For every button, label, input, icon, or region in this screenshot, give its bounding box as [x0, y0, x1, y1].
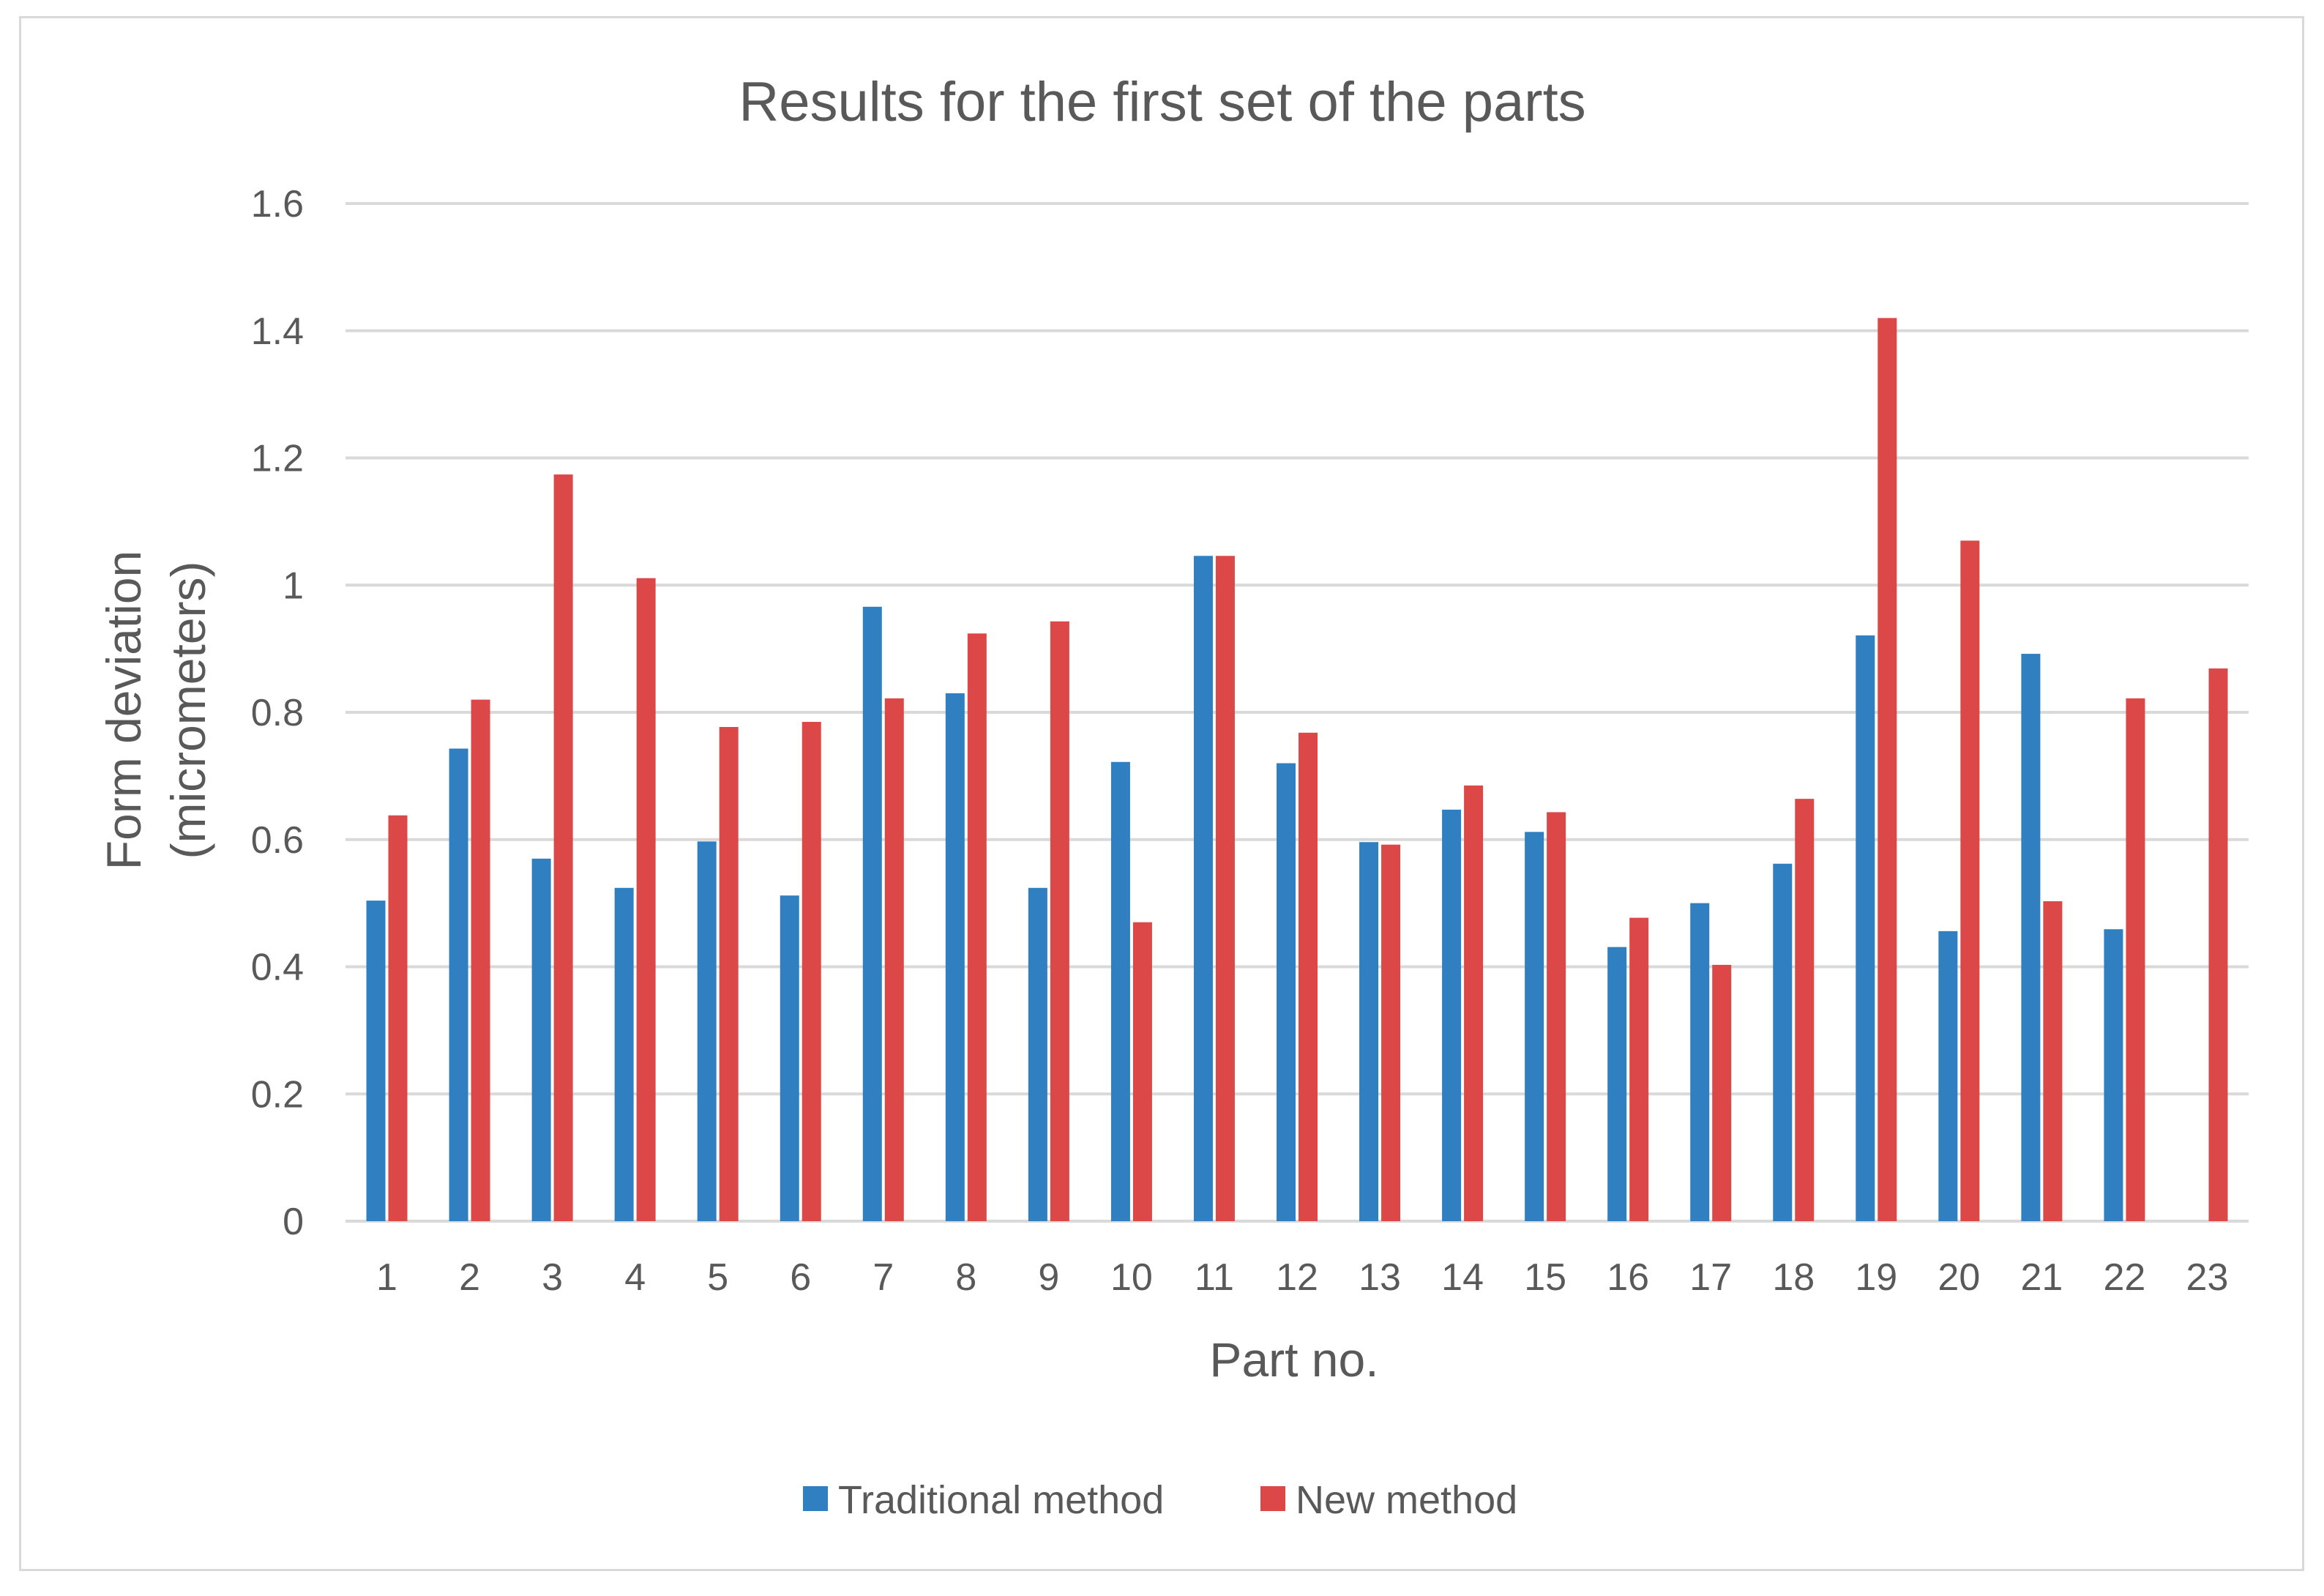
y-tick-label: 1.6: [251, 183, 304, 225]
bar-new-part-21: [2043, 901, 2063, 1221]
x-axis-label: Part no.: [1209, 1332, 1378, 1387]
y-tick-label: 0: [283, 1201, 304, 1243]
chart-title: Results for the first set of the parts: [739, 71, 1585, 133]
legend: Traditional method New method: [803, 1478, 1517, 1522]
bar-traditional-part-11: [1193, 556, 1213, 1221]
bar-new-part-12: [1299, 732, 1318, 1221]
bar-new-part-15: [1547, 812, 1566, 1221]
bar-new-part-5: [719, 726, 739, 1221]
legend-swatch-new-method: [1260, 1486, 1285, 1511]
x-tick-label: 14: [1441, 1256, 1484, 1299]
x-tick-label: 5: [707, 1256, 728, 1299]
bar-traditional-part-14: [1442, 809, 1462, 1221]
x-tick-label: 12: [1276, 1256, 1318, 1299]
x-tick-label: 4: [624, 1256, 646, 1299]
bar-traditional-part-8: [945, 693, 965, 1221]
bar-traditional-part-21: [2021, 654, 2041, 1221]
bar-new-part-17: [1712, 964, 1732, 1221]
x-axis-ticks: 1 2 3 4 5 6 7 8 9 10 11 12 13 14 15 16 17 18 19 20 21 22 23: [376, 1256, 2228, 1299]
bar-new-part-14: [1464, 785, 1484, 1221]
x-tick-label: 9: [1038, 1256, 1059, 1299]
y-axis-ticks: 0 0.2 0.4 0.6 0.8 1 1.2 1.4 1.6: [251, 183, 304, 1243]
bar-traditional-part-13: [1359, 842, 1379, 1221]
chart-frame: [19, 16, 2304, 1571]
y-axis-label-line-2: (micrometers): [161, 562, 215, 859]
legend-label-new-method: New method: [1296, 1478, 1517, 1522]
x-tick-label: 17: [1689, 1256, 1732, 1299]
y-axis-label-line-1: Form deviation: [97, 551, 151, 870]
bar-new-part-6: [802, 722, 821, 1221]
bar-new-part-8: [967, 633, 987, 1221]
bar-traditional-part-18: [1773, 863, 1793, 1221]
bar-new-part-1: [388, 815, 408, 1221]
bar-traditional-part-15: [1525, 832, 1544, 1221]
y-tick-label: 0.6: [251, 819, 304, 862]
x-tick-label: 20: [1938, 1256, 1980, 1299]
bar-new-part-2: [471, 699, 490, 1221]
x-tick-label: 7: [873, 1256, 894, 1299]
y-tick-label: 0.4: [251, 947, 304, 989]
bar-new-part-3: [553, 474, 573, 1221]
y-tick-label: 1.2: [251, 438, 304, 480]
x-tick-label: 10: [1110, 1256, 1153, 1299]
x-tick-label: 11: [1195, 1256, 1234, 1299]
bar-new-part-19: [1877, 318, 1897, 1221]
bar-traditional-part-10: [1110, 761, 1130, 1221]
bar-traditional-part-19: [1856, 635, 1875, 1221]
bar-new-part-22: [2126, 698, 2145, 1221]
x-tick-label: 6: [790, 1256, 811, 1299]
bar-traditional-part-16: [1607, 947, 1627, 1221]
y-tick-label: 0.8: [251, 692, 304, 734]
bar-traditional-part-1: [366, 900, 386, 1221]
x-tick-label: 22: [2104, 1256, 2146, 1299]
y-tick-label: 1.4: [251, 310, 304, 353]
bar-new-part-11: [1215, 556, 1235, 1221]
bar-new-part-7: [884, 698, 904, 1221]
bar-new-part-20: [1960, 540, 1980, 1221]
x-tick-label: 13: [1359, 1256, 1401, 1299]
legend-swatch-traditional-method: [803, 1486, 828, 1511]
bar-traditional-part-7: [862, 606, 882, 1221]
legend-label-traditional-method: Traditional method: [838, 1478, 1164, 1522]
bar-traditional-part-2: [449, 748, 468, 1221]
bar-new-part-9: [1050, 621, 1069, 1221]
x-tick-label: 1: [376, 1256, 397, 1299]
x-tick-label: 15: [1524, 1256, 1566, 1299]
bar-new-part-13: [1381, 844, 1401, 1221]
bar-traditional-part-6: [780, 895, 799, 1221]
bar-new-part-16: [1629, 917, 1649, 1221]
y-tick-label: 1: [283, 564, 304, 607]
bar-traditional-part-3: [531, 858, 551, 1221]
bar-new-part-18: [1795, 799, 1815, 1221]
bar-traditional-part-20: [1938, 931, 1958, 1221]
bar-traditional-part-12: [1277, 763, 1296, 1221]
x-tick-label: 16: [1607, 1256, 1649, 1299]
bar-new-part-23: [2208, 668, 2228, 1221]
x-tick-label: 3: [542, 1256, 563, 1299]
bar-traditional-part-4: [614, 887, 634, 1221]
x-tick-label: 2: [459, 1256, 480, 1299]
bar-traditional-part-22: [2104, 929, 2123, 1221]
x-tick-label: 18: [1772, 1256, 1815, 1299]
bars: [366, 318, 2228, 1221]
x-tick-label: 21: [2020, 1256, 2063, 1299]
gridlines: [345, 202, 2249, 1223]
bar-traditional-part-5: [697, 841, 717, 1221]
bar-traditional-part-17: [1690, 903, 1710, 1221]
y-tick-label: 0.2: [251, 1073, 304, 1116]
x-tick-label: 8: [955, 1256, 976, 1299]
x-tick-label: 19: [1855, 1256, 1897, 1299]
x-tick-label: 23: [2186, 1256, 2229, 1299]
bar-new-part-10: [1132, 922, 1152, 1221]
bar-traditional-part-9: [1028, 887, 1047, 1221]
bar-new-part-4: [636, 578, 656, 1221]
